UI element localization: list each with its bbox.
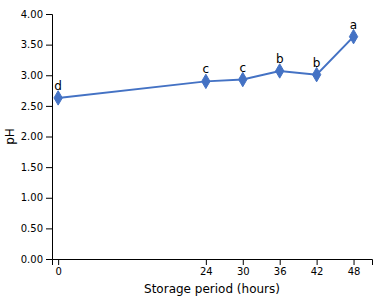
line — [58, 37, 353, 98]
tick-mark — [46, 137, 52, 138]
tick: 2.50 — [21, 101, 52, 112]
tick-label: 3.00 — [21, 70, 43, 81]
annotation: d — [54, 79, 62, 93]
tick-label: 0.50 — [21, 223, 43, 234]
tick-label: 0 — [55, 266, 61, 277]
axis-line — [46, 15, 53, 260]
plot: 0 24 30 36 42 48 0.00 0.50 1.00 1.50 2.00 2.50 3.00 3… — [21, 9, 373, 277]
tick: 24 — [200, 259, 213, 277]
tick-mark — [46, 259, 52, 260]
tick-label: 48 — [348, 266, 361, 277]
tick: 42 — [311, 259, 324, 277]
x-axis-title: Storage period (hours) — [144, 282, 280, 296]
annotation: b — [276, 52, 284, 66]
tick-mark — [46, 75, 52, 76]
tick-mark — [46, 167, 52, 168]
chart: 0 24 30 36 42 48 0.00 0.50 1.00 1.50 2.00 2.50 3.00 3… — [0, 0, 386, 301]
tick: 30 — [237, 259, 250, 277]
tick-mark — [46, 198, 52, 199]
tick-label: 36 — [274, 266, 287, 277]
axis-line — [53, 260, 373, 266]
tick-label: 1.50 — [21, 162, 43, 173]
tick: 1.00 — [21, 192, 52, 203]
annotation: c — [203, 62, 210, 76]
tick-mark — [46, 14, 52, 15]
tick-label: 30 — [237, 266, 250, 277]
tick-mark — [243, 259, 244, 265]
tick-label: 2.50 — [21, 101, 43, 112]
y-axis: 0.00 0.50 1.00 1.50 2.00 2.50 3.00 3.50 4.00 — [21, 9, 53, 265]
tick: 1.50 — [21, 162, 52, 173]
annotation: b — [313, 56, 321, 70]
tick-mark — [354, 259, 355, 265]
tick-label: 42 — [311, 266, 324, 277]
tick: 48 — [348, 259, 361, 277]
tick-mark — [317, 259, 318, 265]
annotation: c — [239, 61, 246, 75]
tick-mark — [280, 259, 281, 265]
tick: 3.50 — [21, 39, 52, 50]
tick: 36 — [274, 259, 287, 277]
y-axis-title: pH — [3, 128, 17, 145]
tick: 0.00 — [21, 254, 52, 265]
tick-label: 4.00 — [21, 9, 43, 20]
tick: 2.00 — [21, 131, 52, 142]
marks — [54, 29, 358, 105]
tick: 3.00 — [21, 70, 52, 81]
tick-label: 1.00 — [21, 192, 43, 203]
tick-mark — [206, 259, 207, 265]
tick-label: 0.00 — [21, 254, 43, 265]
tick-mark — [46, 45, 52, 46]
tick-mark — [46, 228, 52, 229]
annotation: a — [350, 18, 357, 32]
tick-label: 24 — [200, 266, 213, 277]
tick-label: 2.00 — [21, 131, 43, 142]
tick: 4.00 — [21, 9, 52, 20]
tick-label: 3.50 — [21, 39, 43, 50]
annotations: d c c b b a — [54, 18, 357, 93]
tick-mark — [58, 259, 59, 265]
tick: 0 — [55, 259, 61, 277]
tick-mark — [46, 106, 52, 107]
x-axis: 0 24 30 36 42 48 — [53, 259, 373, 277]
tick: 0.50 — [21, 223, 52, 234]
